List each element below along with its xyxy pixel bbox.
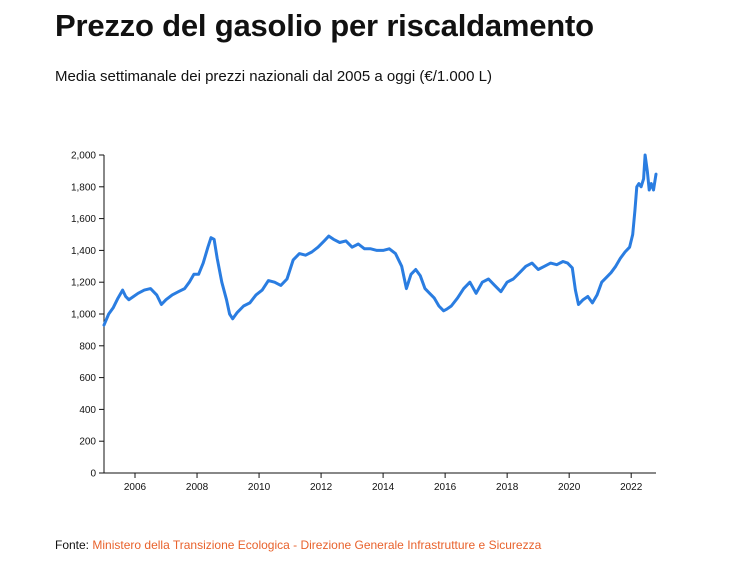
y-axis: 0 200 400 600 800 1,000 1,200 1,400 1,600 1,800 2,… <box>71 151 105 480</box>
x-tick-label: 2018 <box>496 482 519 493</box>
y-tick-label: 1,000 <box>71 310 96 321</box>
x-tick-label: 2012 <box>310 482 333 493</box>
x-tick-label: 2008 <box>186 482 209 493</box>
y-tick-label: 1,600 <box>71 214 96 225</box>
source-label: Fonte: <box>55 538 90 552</box>
y-tick-label: 800 <box>79 341 96 352</box>
y-tick-label: 0 <box>90 469 96 480</box>
y-tick-label: 200 <box>79 437 96 448</box>
y-tick-label: 1,200 <box>71 278 96 289</box>
y-tick-label: 1,400 <box>71 246 96 257</box>
x-tick-label: 2014 <box>372 482 395 493</box>
series-line <box>102 153 658 327</box>
x-axis: 2006 2008 2010 2012 2014 2016 2018 2020 2022 <box>104 472 656 493</box>
x-tick-label: 2010 <box>248 482 271 493</box>
y-tick-label: 400 <box>79 405 96 416</box>
x-tick-label: 2022 <box>620 482 643 493</box>
x-tick-label: 2006 <box>124 482 147 493</box>
source-note: Fonte: Ministero della Transizione Ecolo… <box>55 538 541 552</box>
y-tick-label: 600 <box>79 373 96 384</box>
y-tick-label: 2,000 <box>71 151 96 162</box>
source-link[interactable]: Ministero della Transizione Ecologica - … <box>92 538 542 552</box>
y-tick-label: 1,800 <box>71 182 96 193</box>
chart-title: Prezzo del gasolio per riscaldamento <box>55 8 594 43</box>
x-tick-label: 2016 <box>434 482 457 493</box>
x-tick-label: 2020 <box>558 482 581 493</box>
series-layer <box>102 153 658 327</box>
chart-subtitle: Media settimanale dei prezzi nazionali d… <box>55 68 492 85</box>
